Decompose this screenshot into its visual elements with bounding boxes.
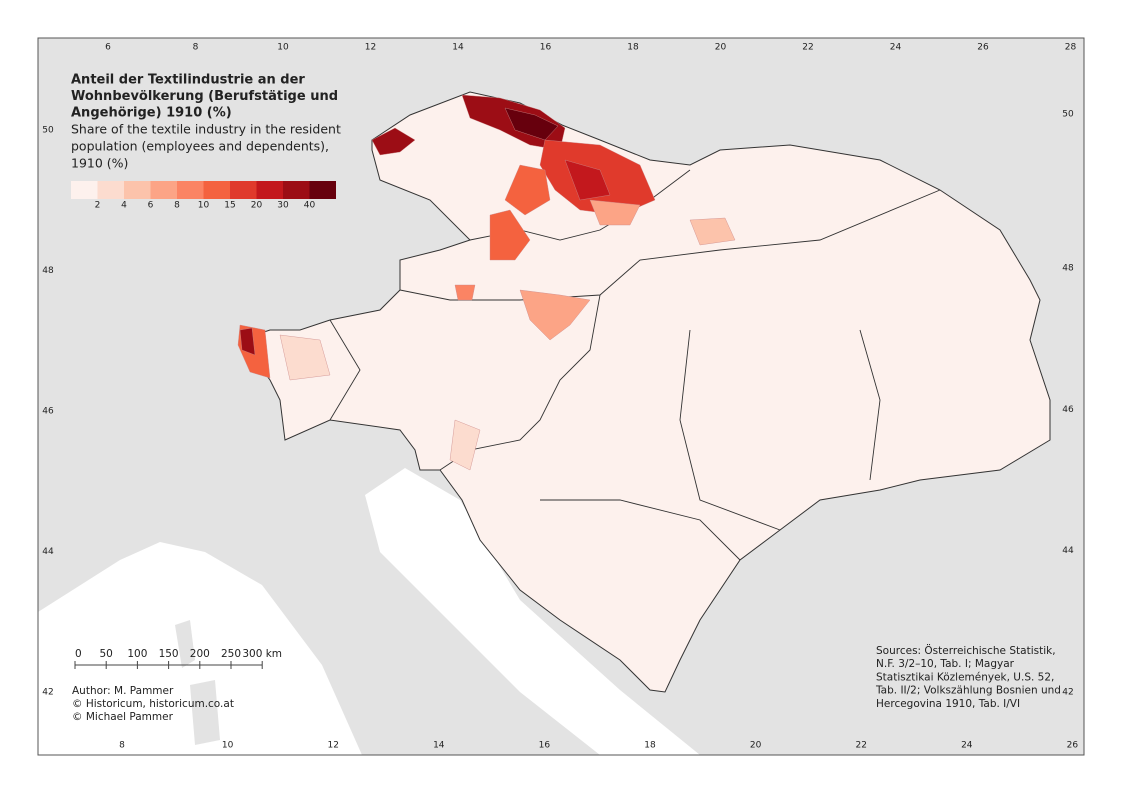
region [449, 419, 481, 471]
legend-swatch [203, 181, 230, 199]
scale-label: 100 [127, 648, 147, 660]
coordinate-label: 14 [433, 741, 445, 751]
coordinate-label: 50 [1062, 110, 1074, 120]
sources: Statisztikai Közlemények, U.S. 52, [876, 671, 1054, 683]
legend-label: 30 [277, 201, 289, 211]
legend-label: 4 [121, 201, 127, 211]
sources: N.F. 3/2–10, Tab. I; Magyar [876, 658, 1015, 670]
tyrrhenian-sea [38, 542, 362, 755]
title-en: 1910 (%) [71, 156, 128, 171]
coordinate-label: 44 [1062, 546, 1074, 556]
legend-swatch [230, 181, 257, 199]
title-de: Angehörige) 1910 (%) [71, 106, 232, 121]
coordinate-label: 20 [750, 741, 762, 751]
coordinate-label: 24 [890, 43, 902, 53]
author: © Historicum, historicum.co.at [72, 698, 234, 710]
region [504, 164, 551, 216]
coordinate-label: 48 [42, 266, 54, 276]
coordinate-label: 16 [540, 43, 552, 53]
coordinate-label: 46 [1062, 405, 1074, 415]
region [239, 327, 256, 356]
region [371, 127, 416, 156]
scale-label: 150 [159, 648, 179, 660]
frame [37, 37, 1085, 756]
coordinate-label: 12 [327, 741, 338, 751]
coordinate-label: 42 [1062, 687, 1073, 697]
legend-swatch [177, 181, 204, 199]
coordinate-label: 22 [802, 43, 813, 53]
sources: Tab. II/2; Volkszählung Bosnien und [875, 685, 1061, 697]
region [454, 284, 476, 301]
coordinate-label: 8 [193, 43, 199, 53]
title-de: Wohnbevölkerung (Berufstätige und [71, 89, 338, 104]
scale-label: 200 [190, 648, 210, 660]
scale-label: 300 km [242, 648, 282, 660]
adriatic-sea [365, 468, 700, 755]
scale-label: 0 [75, 648, 82, 660]
region [589, 199, 641, 226]
coordinate-label: 6 [105, 43, 111, 53]
coordinate-label: 26 [977, 43, 989, 53]
author: © Michael Pammer [72, 711, 174, 723]
legend-swatch [283, 181, 310, 199]
title-de: Anteil der Textilindustrie an der [71, 73, 305, 88]
legend-label: 15 [224, 201, 235, 211]
coordinate-label: 26 [1067, 741, 1079, 751]
coordinate-label: 18 [627, 43, 639, 53]
austria-hungary [239, 91, 1051, 693]
sources: Hercegovina 1910, Tab. I/VI [876, 698, 1020, 710]
region [519, 289, 591, 341]
coordinate-label: 16 [539, 741, 551, 751]
coordinate-label: 24 [961, 741, 973, 751]
coordinate-label: 22 [855, 741, 866, 751]
legend-swatch [256, 181, 283, 199]
coordinate-label: 46 [42, 407, 54, 417]
islands [175, 620, 220, 745]
title-en: population (employees and dependents), [71, 139, 329, 154]
coordinate-label: 8 [119, 741, 125, 751]
author: Author: M. Pammer [72, 685, 174, 697]
legend-swatch [124, 181, 151, 199]
legend-swatch [150, 181, 177, 199]
scale-label: 250 [221, 648, 241, 660]
title-en: Share of the textile industry in the res… [71, 122, 341, 137]
coordinate-label: 44 [42, 547, 54, 557]
coordinate-label: 48 [1062, 264, 1074, 274]
coordinate-label: 10 [222, 741, 234, 751]
legend-label: 8 [174, 201, 180, 211]
legend-label: 10 [198, 201, 210, 211]
legend-label: 6 [148, 201, 154, 211]
legend-swatch [71, 181, 98, 199]
region [504, 107, 559, 141]
coordinate-label: 10 [277, 43, 289, 53]
coordinate-label: 20 [715, 43, 727, 53]
region [279, 334, 331, 381]
coordinate-label: 14 [452, 43, 464, 53]
coordinate-label: 28 [1065, 43, 1077, 53]
legend-label: 20 [251, 201, 263, 211]
legend-label: 2 [95, 201, 101, 211]
legend-swatch [309, 181, 336, 199]
region [564, 159, 611, 201]
legend-label: 40 [304, 201, 316, 211]
region [689, 217, 736, 246]
coordinate-label: 50 [42, 126, 54, 136]
region [489, 209, 531, 261]
coordinate-label: 12 [365, 43, 376, 53]
coordinate-label: 42 [42, 688, 53, 698]
coordinate-label: 18 [644, 741, 656, 751]
legend-swatch [97, 181, 124, 199]
scale-label: 50 [100, 648, 113, 660]
sources: Sources: Österreichische Statistik, [876, 644, 1056, 657]
